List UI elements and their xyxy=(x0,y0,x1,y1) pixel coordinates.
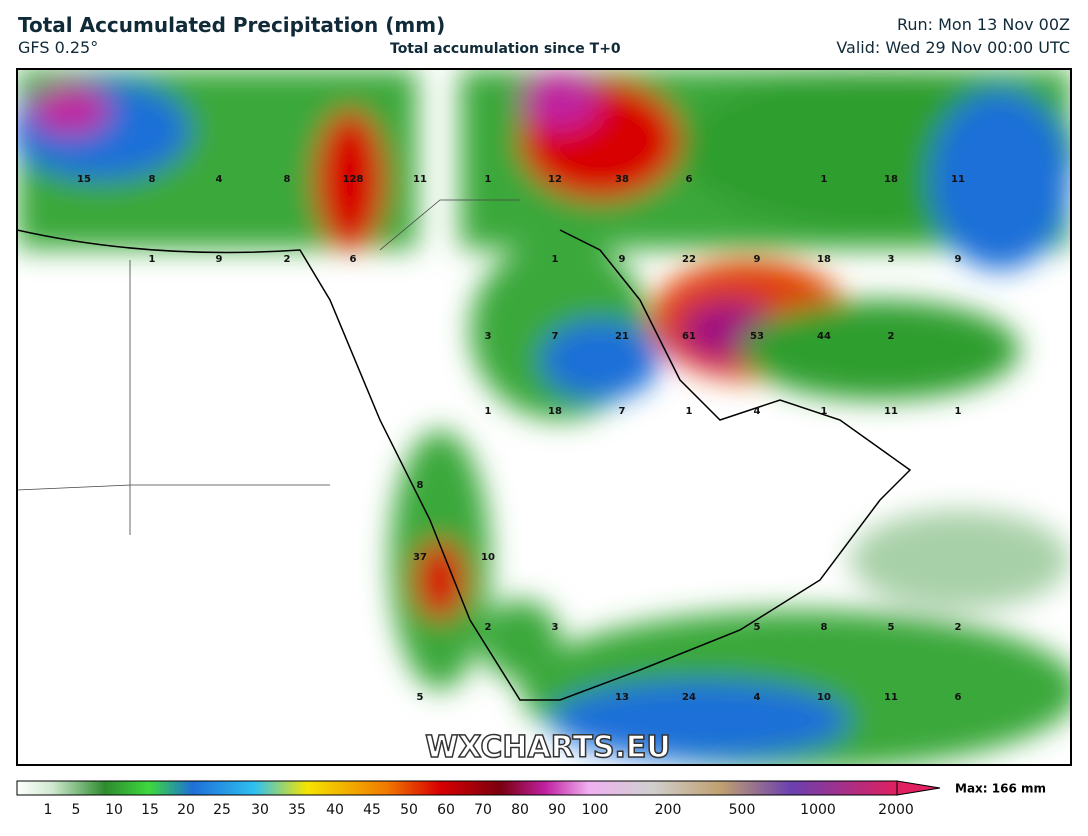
colorbar-tick-label: 90 xyxy=(548,802,566,818)
value-label: 5 xyxy=(754,622,761,633)
value-label: 8 xyxy=(417,480,424,491)
colorbar-tick-label: 10 xyxy=(105,802,123,818)
colorbar-tick-label: 60 xyxy=(437,802,455,818)
value-label: 1 xyxy=(485,174,492,185)
value-label: 21 xyxy=(615,331,629,342)
value-label: 9 xyxy=(955,254,962,265)
value-label: 8 xyxy=(284,174,291,185)
value-label: 4 xyxy=(754,406,761,417)
value-label: 3 xyxy=(485,331,492,342)
value-label: 8 xyxy=(149,174,156,185)
value-label: 1 xyxy=(485,406,492,417)
colorbar-tick-label: 30 xyxy=(251,802,269,818)
value-label: 6 xyxy=(686,174,693,185)
value-label: 18 xyxy=(548,406,562,417)
value-label: 12 xyxy=(548,174,562,185)
valid: Valid: Wed 29 Nov 00:00 UTC xyxy=(836,38,1070,57)
colorbar-arrow xyxy=(896,780,941,796)
value-label: 9 xyxy=(619,254,626,265)
value-label: 4 xyxy=(754,692,761,703)
colorbar-tick-label: 70 xyxy=(474,802,492,818)
value-label: 5 xyxy=(417,692,424,703)
colorbar-tick-label: 15 xyxy=(141,802,159,818)
value-label: 18 xyxy=(884,174,898,185)
colorbar-tick-label: 20 xyxy=(177,802,195,818)
value-label: 1 xyxy=(821,406,828,417)
value-label: 7 xyxy=(619,406,626,417)
value-label: 11 xyxy=(951,174,965,185)
value-label: 10 xyxy=(481,552,495,563)
value-label: 1 xyxy=(149,254,156,265)
precip-field xyxy=(17,69,1071,765)
value-label: 2 xyxy=(955,622,962,633)
value-label: 1 xyxy=(821,174,828,185)
value-label: 2 xyxy=(485,622,492,633)
colorbar-tick-label: 100 xyxy=(582,802,609,818)
colorbar-tick-label: 200 xyxy=(655,802,682,818)
value-label: 3 xyxy=(552,622,559,633)
colorbar-tick-label: 1 xyxy=(44,802,53,818)
colorbar-tick-label: 80 xyxy=(511,802,529,818)
value-label: 10 xyxy=(817,692,831,703)
value-label: 7 xyxy=(552,331,559,342)
colorbar-tick-label: 500 xyxy=(729,802,756,818)
value-label: 8 xyxy=(821,622,828,633)
colorbar-tick-label: 45 xyxy=(363,802,381,818)
colorbar-tick-label: 1000 xyxy=(800,802,836,818)
max-label: Max: 166 mm xyxy=(955,782,1046,796)
value-label: 9 xyxy=(216,254,223,265)
model: GFS 0.25° xyxy=(18,38,99,57)
value-label: 18 xyxy=(817,254,831,265)
run: Run: Mon 13 Nov 00Z xyxy=(896,15,1070,34)
value-label: 53 xyxy=(750,331,764,342)
value-label: 1 xyxy=(955,406,962,417)
value-label: 61 xyxy=(682,331,696,342)
value-label: 2 xyxy=(888,331,895,342)
title: Total Accumulated Precipitation (mm) xyxy=(18,13,446,37)
value-label: 3 xyxy=(888,254,895,265)
watermark: WXCHARTS.EU xyxy=(425,730,671,765)
colorbar-tick-label: 35 xyxy=(288,802,306,818)
value-label: 11 xyxy=(884,692,898,703)
value-label: 15 xyxy=(77,174,91,185)
value-label: 9 xyxy=(754,254,761,265)
colorbar-tick-label: 5 xyxy=(72,802,81,818)
subtitle: Total accumulation since T+0 xyxy=(390,41,621,57)
value-label: 1 xyxy=(686,406,693,417)
value-label: 13 xyxy=(615,692,629,703)
value-label: 22 xyxy=(682,254,696,265)
value-label: 6 xyxy=(955,692,962,703)
value-label: 2 xyxy=(284,254,291,265)
colorbar-tick-label: 50 xyxy=(400,802,418,818)
value-label: 11 xyxy=(884,406,898,417)
value-label: 4 xyxy=(216,174,223,185)
value-label: 37 xyxy=(413,552,427,563)
value-label: 6 xyxy=(350,254,357,265)
value-label: 38 xyxy=(615,174,629,185)
value-label: 5 xyxy=(888,622,895,633)
value-label: 11 xyxy=(413,174,427,185)
value-label: 128 xyxy=(343,174,364,185)
value-label: 1 xyxy=(552,254,559,265)
value-label: 44 xyxy=(817,331,831,342)
colorbar-tick-label: 40 xyxy=(326,802,344,818)
value-label: 24 xyxy=(682,692,696,703)
colorbar-tick-label: 2000 xyxy=(878,802,914,818)
colorbar xyxy=(16,780,898,796)
colorbar-tick-label: 25 xyxy=(213,802,231,818)
